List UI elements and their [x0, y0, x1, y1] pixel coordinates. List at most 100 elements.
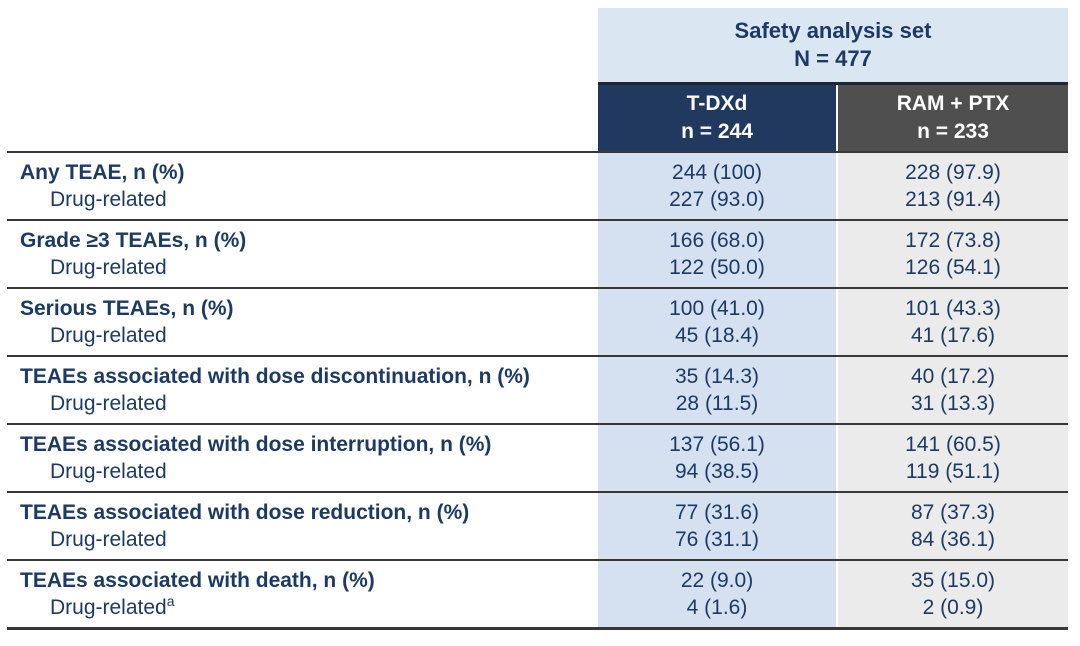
column-header-ram-ptx: RAM + PTX n = 233 — [838, 85, 1068, 151]
table-row: Grade ≥3 TEAEs, n (%) Drug-related 166 (… — [7, 219, 1068, 287]
ram-value: 35 (15.0) — [910, 569, 996, 592]
ram-drug-related-value: 84 (36.1) — [910, 528, 996, 551]
row-label-cell: TEAEs associated with dose reduction, n … — [7, 493, 598, 559]
row-sublabel: Drug-related — [20, 526, 598, 553]
row-label-cell: TEAEs associated with dose discontinuati… — [7, 357, 598, 423]
column-gap — [836, 221, 838, 287]
column-gap — [836, 561, 838, 627]
row-label-cell: TEAEs associated with death, n (%) Drug-… — [7, 561, 598, 627]
tdxd-drug-related-value: 94 (38.5) — [674, 460, 760, 483]
tdxd-values-cell: 100 (41.0) 45 (18.4) — [598, 289, 836, 355]
row-label-cell: Any TEAE, n (%) Drug-related — [7, 153, 598, 219]
tdxd-values-cell: 35 (14.3) 28 (11.5) — [598, 357, 836, 423]
row-label: TEAEs associated with dose interruption,… — [20, 433, 492, 456]
table-row: TEAEs associated with dose reduction, n … — [7, 491, 1068, 559]
row-sublabel: Drug-related — [20, 458, 598, 485]
row-label: TEAEs associated with dose reduction, n … — [20, 501, 470, 524]
row-sublabel-text: Drug-related — [50, 188, 167, 211]
column-header-empty-corner — [7, 85, 598, 151]
tdxd-drug-related-value: 45 (18.4) — [674, 324, 760, 347]
ram-values-cell: 40 (17.2) 31 (13.3) — [838, 357, 1068, 423]
ram-value: 40 (17.2) — [910, 365, 996, 388]
ram-drug-related-value: 2 (0.9) — [922, 596, 984, 619]
row-sublabel-text: Drug-related — [50, 528, 167, 551]
banner-n: N = 477 — [794, 46, 872, 71]
header-divider-row — [7, 82, 1068, 85]
ram-values-cell: 87 (37.3) 84 (36.1) — [838, 493, 1068, 559]
row-sublabel-text: Drug-related — [50, 596, 167, 619]
ram-values-cell: 141 (60.5) 119 (51.1) — [838, 425, 1068, 491]
column-gap — [836, 357, 838, 423]
column-header-row: T-DXd n = 244 RAM + PTX n = 233 — [7, 85, 1068, 151]
column-gap — [836, 85, 838, 151]
row-label: TEAEs associated with death, n (%) — [20, 569, 375, 592]
banner-title: Safety analysis set — [734, 18, 932, 43]
tdxd-value: 100 (41.0) — [669, 297, 765, 320]
row-label-cell: Serious TEAEs, n (%) Drug-related — [7, 289, 598, 355]
row-sublabel-text: Drug-related — [50, 460, 167, 483]
tdxd-drug-related-value: 4 (1.6) — [686, 596, 748, 619]
row-label: Any TEAE, n (%) — [20, 161, 185, 184]
row-sublabel: Drug-related — [20, 390, 598, 417]
safety-analysis-set-banner: Safety analysis set N = 477 — [598, 8, 1068, 82]
tdxd-drug-related-value: 227 (93.0) — [669, 188, 765, 211]
ram-drug-related-value: 41 (17.6) — [910, 324, 996, 347]
table-bottom-border — [7, 627, 1068, 630]
ram-values-cell: 172 (73.8) 126 (54.1) — [838, 221, 1068, 287]
tdxd-value: 244 (100) — [672, 161, 762, 184]
header-empty-corner — [7, 8, 598, 82]
ram-values-cell: 35 (15.0) 2 (0.9) — [838, 561, 1068, 627]
ram-values-cell: 228 (97.9) 213 (91.4) — [838, 153, 1068, 219]
ram-n: n = 233 — [917, 120, 989, 143]
ram-drug-related-value: 213 (91.4) — [905, 188, 1001, 211]
ram-value: 141 (60.5) — [905, 433, 1001, 456]
row-sublabel: Drug-related — [20, 254, 598, 281]
row-sublabel-footnote-a: a — [166, 593, 175, 609]
row-sublabel: Drug-related — [20, 186, 598, 213]
tdxd-drug-related-value: 122 (50.0) — [669, 256, 765, 279]
row-label: Grade ≥3 TEAEs, n (%) — [20, 229, 247, 252]
ram-values-cell: 101 (43.3) 41 (17.6) — [838, 289, 1068, 355]
tdxd-value: 35 (14.3) — [674, 365, 760, 388]
row-sublabel-text: Drug-related — [50, 392, 167, 415]
tdxd-values-cell: 166 (68.0) 122 (50.0) — [598, 221, 836, 287]
ram-drug-related-value: 119 (51.1) — [905, 460, 1001, 483]
row-label: Serious TEAEs, n (%) — [20, 297, 234, 320]
tdxd-value: 77 (31.6) — [674, 501, 760, 524]
row-label-cell: Grade ≥3 TEAEs, n (%) Drug-related — [7, 221, 598, 287]
column-gap — [836, 425, 838, 491]
banner-divider-line — [598, 82, 1068, 85]
table-header-banner-row: Safety analysis set N = 477 — [7, 8, 1068, 82]
column-gap — [836, 153, 838, 219]
row-sublabel-text: Drug-related — [50, 256, 167, 279]
table-row: TEAEs associated with dose discontinuati… — [7, 355, 1068, 423]
column-header-tdxd: T-DXd n = 244 — [598, 85, 836, 151]
tdxd-values-cell: 22 (9.0) 4 (1.6) — [598, 561, 836, 627]
tdxd-name: T-DXd — [686, 92, 748, 115]
ram-value: 87 (37.3) — [910, 501, 996, 524]
ram-name: RAM + PTX — [896, 92, 1010, 115]
row-sublabel: Drug-relateda — [20, 594, 598, 621]
ram-drug-related-value: 31 (13.3) — [910, 392, 996, 415]
table-row: Serious TEAEs, n (%) Drug-related 100 (4… — [7, 287, 1068, 355]
tdxd-value: 22 (9.0) — [680, 569, 754, 592]
table-row: Any TEAE, n (%) Drug-related 244 (100) 2… — [7, 151, 1068, 219]
column-gap — [836, 289, 838, 355]
tdxd-drug-related-value: 28 (11.5) — [675, 392, 759, 415]
tdxd-values-cell: 137 (56.1) 94 (38.5) — [598, 425, 836, 491]
tdxd-n: n = 244 — [681, 120, 753, 143]
table-row: TEAEs associated with dose interruption,… — [7, 423, 1068, 491]
tdxd-value: 166 (68.0) — [669, 229, 765, 252]
tdxd-drug-related-value: 76 (31.1) — [674, 528, 760, 551]
ram-value: 101 (43.3) — [905, 297, 1001, 320]
row-sublabel-text: Drug-related — [50, 324, 167, 347]
safety-table: Safety analysis set N = 477 T-DXd n = 24… — [7, 8, 1068, 630]
row-label-cell: TEAEs associated with dose interruption,… — [7, 425, 598, 491]
ram-value: 172 (73.8) — [905, 229, 1001, 252]
ram-drug-related-value: 126 (54.1) — [905, 256, 1001, 279]
divider-empty-corner — [7, 82, 598, 85]
ram-value: 228 (97.9) — [905, 161, 1001, 184]
row-label: TEAEs associated with dose discontinuati… — [20, 365, 530, 388]
tdxd-values-cell: 77 (31.6) 76 (31.1) — [598, 493, 836, 559]
row-sublabel: Drug-related — [20, 322, 598, 349]
